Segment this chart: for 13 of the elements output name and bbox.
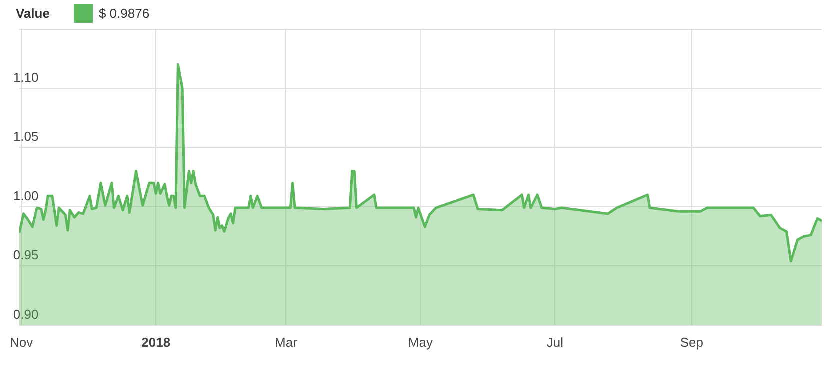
x-tick-label: 2018	[142, 334, 171, 350]
y-tick-label: 1.05	[13, 129, 39, 144]
y-tick-label: 0.90	[13, 306, 39, 322]
x-tick-label: Sep	[680, 334, 704, 350]
x-tick-label: Nov	[10, 334, 34, 350]
y-tick-label: 1.00	[13, 188, 39, 204]
legend-title: Value	[16, 6, 50, 21]
y-tick-label: 0.95	[13, 248, 39, 263]
y-tick-label: 1.10	[13, 70, 39, 85]
x-tick-label: May	[408, 334, 434, 350]
x-tick-label: Jul	[546, 334, 564, 350]
x-tick-label: Mar	[275, 334, 298, 350]
legend-label: $ 0.9876	[98, 6, 150, 21]
